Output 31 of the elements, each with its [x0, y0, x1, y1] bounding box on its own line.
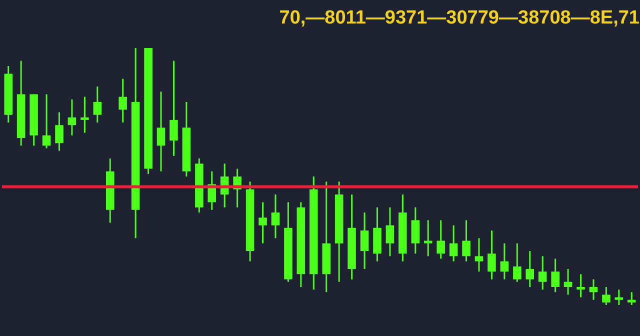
candlestick: [68, 98, 76, 136]
candlestick: [564, 268, 572, 296]
candlestick: [449, 224, 458, 262]
candlestick: [93, 86, 102, 124]
candlestick: [500, 242, 509, 280]
candlestick: [513, 242, 522, 283]
candlestick: [436, 219, 445, 260]
candlestick: [258, 201, 267, 244]
candlestick: [411, 206, 420, 254]
candlestick: [488, 230, 496, 280]
candlestick: [576, 273, 585, 298]
candlestick: [386, 206, 394, 257]
candlestick: [424, 219, 432, 257]
chart-title: 70,—8011—9371—30779—38708—8E,71: [279, 7, 640, 28]
candlestick: [628, 291, 636, 306]
candlestick: [55, 112, 64, 152]
candlestick: [614, 288, 624, 306]
candlestick: [80, 96, 89, 134]
candlestick: [271, 194, 280, 239]
candlestick: [170, 60, 178, 157]
candlestick: [551, 258, 560, 293]
candlestick: [589, 278, 598, 301]
candlestick: [602, 286, 610, 306]
candlestick: [526, 250, 534, 288]
candlestick: [360, 212, 369, 270]
candlestick: [42, 94, 51, 149]
candlestick: [118, 78, 127, 124]
candlestick: [474, 237, 484, 272]
candlestick: [538, 255, 547, 290]
candlestick: [156, 90, 166, 172]
candlestick: [462, 219, 470, 262]
